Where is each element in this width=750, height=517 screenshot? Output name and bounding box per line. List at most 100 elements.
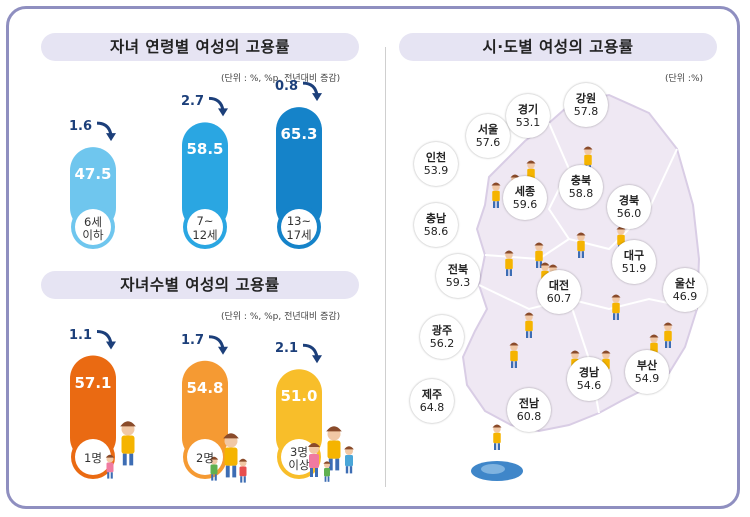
child2a-body [210, 464, 218, 475]
region-name: 충남 [425, 212, 447, 225]
region-callout: 강원 57.8 [564, 83, 608, 127]
region-girl-11-hair [663, 322, 673, 326]
region-value: 57.6 [475, 136, 501, 149]
change-label: 1.6 [69, 119, 93, 135]
bar-category-label: 이하 [82, 227, 104, 242]
region-name: 세종 [514, 185, 536, 198]
mom2-leg-r [232, 465, 237, 478]
region-callout: 전북 59.3 [436, 254, 480, 298]
region-value: 58.8 [568, 187, 594, 200]
region-callout: 경남 54.6 [567, 357, 611, 401]
region-girl-12-hair [509, 342, 519, 346]
region-girl-5-body [577, 240, 585, 252]
region-value: 59.3 [445, 276, 471, 289]
bar-category-label: 이상 [288, 457, 310, 472]
mom2-leg-l [225, 465, 230, 478]
mom3-body [327, 440, 341, 459]
mom3-hair [326, 426, 342, 432]
region-name: 대구 [623, 249, 645, 262]
bar-category-label: 17세 [286, 227, 312, 242]
child3c-body [324, 468, 330, 477]
region-girl-1-hair [526, 160, 536, 164]
bar-base-hole-0-0 [75, 209, 111, 245]
region-girl-9-body [525, 320, 533, 332]
change-label: 0.8 [275, 79, 299, 95]
region-girl-7-hair [504, 250, 514, 254]
region-name: 전남 [518, 397, 540, 410]
bar-category-label: 1명 [84, 451, 102, 465]
region-girl-3-body [492, 190, 500, 202]
bar-category-label: 2명 [196, 451, 214, 465]
region-callout: 서울 57.6 [466, 114, 510, 158]
bar-value-label: 47.5 [74, 165, 112, 184]
region-girl-7-leg-l [506, 269, 509, 276]
change-arrowhead-0-1 [218, 108, 228, 117]
region-name: 경남 [578, 366, 600, 379]
change-label: 2.7 [181, 94, 205, 110]
bar-category-label: 13~ [286, 213, 312, 228]
region-name: 울산 [674, 277, 696, 290]
region-girl-11-leg-l [665, 341, 668, 348]
bar-0-2 [276, 107, 322, 231]
region-girl-10-hair [540, 262, 550, 266]
change-label: 2.1 [275, 341, 299, 357]
child3b-leg-l [345, 466, 349, 474]
change-arrowhead-1-0 [106, 341, 116, 350]
bar-value-label: 58.5 [186, 140, 224, 159]
child1-hair [105, 454, 115, 458]
region-girl-8-body [612, 302, 620, 314]
region-callout: 광주 56.2 [420, 315, 464, 359]
region-value: 59.6 [512, 198, 538, 211]
region-girl-17-hair [548, 264, 558, 268]
region-name: 강원 [575, 92, 597, 105]
mom1-body [121, 435, 135, 454]
region-value: 51.9 [621, 262, 647, 275]
age-panel-title: 자녀 연령별 여성의 고용률 [41, 33, 359, 61]
region-value: 54.6 [576, 379, 602, 392]
region-girl-8-leg-l [613, 313, 616, 320]
bar-base-hole-1-0 [75, 439, 111, 475]
change-arrowhead-0-2 [312, 93, 322, 102]
region-callout: 경북 56.0 [607, 185, 651, 229]
bar-category-label: 12세 [192, 227, 218, 242]
region-callout: 세종 59.6 [503, 176, 547, 220]
region-value: 57.8 [573, 105, 599, 118]
region-girl-2-hair [583, 146, 593, 150]
child3b-leg-r [349, 466, 353, 474]
bar-1-1 [182, 360, 228, 461]
region-girl-16-hair [601, 350, 611, 354]
child2b-body [239, 466, 247, 477]
region-girl-12-leg-r [514, 361, 517, 368]
region-girl-2-body [584, 154, 592, 166]
region-girl-14-body [493, 432, 501, 444]
region-name: 전북 [447, 263, 469, 276]
region-name: 인천 [425, 151, 447, 164]
children-panel-unit: (단위 : %, %p, 전년대비 증감) [221, 312, 341, 322]
bar-1-2 [276, 369, 322, 461]
region-callout: 경기 53.1 [506, 94, 550, 138]
region-callout: 제주 64.8 [410, 379, 454, 423]
region-name: 부산 [636, 359, 658, 372]
region-value: 46.9 [672, 290, 698, 303]
children-panel-title: 자녀수별 여성의 고용률 [41, 271, 359, 299]
region-name: 경북 [618, 194, 640, 207]
region-girl-14-leg-l [494, 443, 497, 450]
child3c-hair [323, 461, 331, 464]
region-name: 광주 [431, 324, 453, 337]
child2a-hair [209, 456, 219, 460]
region-name: 서울 [477, 123, 499, 136]
child3a-body [309, 454, 319, 468]
bar-base-hole-0-1 [187, 209, 223, 245]
region-callout: 대전 60.7 [537, 270, 581, 314]
panel-divider [385, 47, 386, 487]
bar-0-1 [182, 122, 228, 231]
infographic-frame: 자녀 연령별 여성의 고용률 (단위 : %, %p, 전년대비 증감) 자녀수… [6, 6, 740, 509]
child2b-hair [238, 458, 248, 462]
region-girl-11-body [664, 330, 672, 342]
bar-value-label: 51.0 [280, 387, 318, 406]
mom3-leg-l [328, 458, 333, 471]
region-girl-9-leg-l [526, 331, 529, 338]
child1-leg-r [110, 472, 113, 479]
region-callout: 인천 53.9 [414, 142, 458, 186]
mom1-leg-r [129, 453, 134, 466]
